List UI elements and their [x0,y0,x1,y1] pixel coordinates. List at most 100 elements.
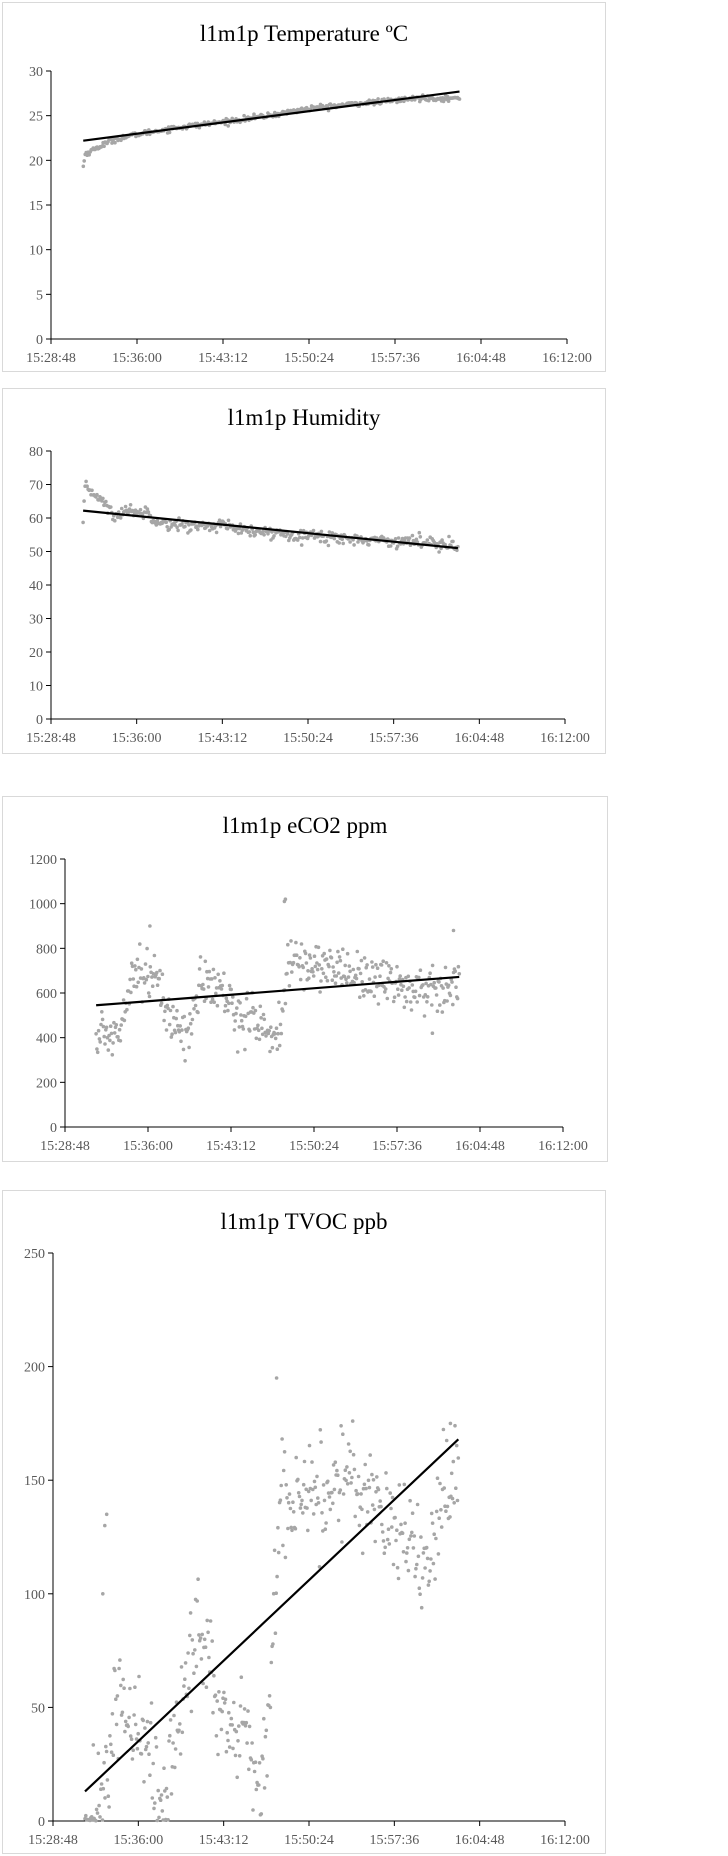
data-point [276,1031,280,1036]
data-point [359,958,364,963]
data-point [219,987,224,991]
data-point [336,971,341,975]
data-point [403,995,407,999]
data-point [451,1459,456,1464]
data-point [189,1709,194,1714]
data-point [427,1579,432,1584]
data-point [434,1509,439,1514]
data-point [379,1504,383,1509]
data-point [445,1504,450,1509]
data-point [173,1765,177,1770]
data-point [431,1561,436,1566]
data-point [287,1492,292,1496]
x-tick-label: 15:50:24 [283,731,333,746]
data-point [297,965,301,969]
data-point [418,1592,422,1596]
data-point [418,535,423,539]
data-point [381,959,386,963]
data-point [350,1475,354,1480]
data-point [268,1705,273,1710]
data-point [234,1011,238,1016]
data-point [375,966,380,970]
data-point [421,983,425,987]
data-point [251,530,255,535]
data-point [123,1729,127,1734]
data-point [183,1661,188,1665]
data-point [132,1713,136,1717]
data-point [101,496,105,501]
data-point [155,1818,160,1823]
x-tick-label: 15:28:48 [40,1139,90,1154]
data-point [85,484,89,488]
data-point [430,1521,435,1525]
data-point [450,1496,455,1501]
y-tick-label: 250 [24,1247,45,1262]
data-point [415,1562,419,1567]
data-point [311,970,315,974]
data-point [168,1718,173,1722]
data-point [218,979,222,983]
data-point [451,928,456,933]
data-point [343,1468,348,1472]
data-point [298,977,303,982]
data-point [393,1515,397,1520]
data-point [220,1709,224,1714]
data-point [236,531,241,536]
data-point [362,1482,367,1487]
data-point [127,507,132,511]
data-point [193,1648,197,1652]
data-point [168,1733,172,1738]
data-point [396,987,400,991]
data-point [451,1002,455,1007]
data-point [391,999,396,1004]
data-point [428,971,432,975]
data-point [356,540,360,544]
data-point [224,996,229,1000]
data-point [299,543,304,547]
data-point [353,973,358,978]
data-point [345,1482,350,1486]
data-point [396,536,401,540]
data-point [225,1730,229,1735]
data-point [257,1037,262,1042]
data-point [358,995,362,999]
data-point [284,1483,289,1487]
data-point [192,1007,196,1011]
data-point [357,1523,362,1528]
data-point [457,972,462,976]
data-point [162,1018,166,1023]
data-point [457,97,462,101]
data-point [441,1427,446,1432]
data-point [139,967,144,971]
data-point [454,1486,458,1490]
data-point [280,1437,284,1441]
data-point [148,965,153,969]
data-point [300,1498,304,1503]
data-point [397,977,402,981]
data-point [360,1551,365,1556]
data-point [324,957,329,961]
y-tick-label: 0 [36,713,43,728]
data-point [394,1538,398,1543]
data-point [258,1004,263,1009]
data-point [350,1419,355,1423]
data-point [329,955,334,960]
data-point [102,503,106,508]
data-point [94,1807,99,1812]
data-point [189,1032,194,1036]
scatter-series [81,93,462,169]
data-point [238,1704,243,1708]
data-point [370,960,374,964]
data-point [227,1745,232,1749]
data-point [454,1443,459,1448]
data-point [363,988,368,992]
data-point [215,1699,219,1703]
data-point [179,1665,184,1669]
data-point [202,120,207,124]
data-point [313,964,318,969]
data-point [324,539,329,543]
data-point [210,977,214,981]
data-point [108,1038,112,1043]
data-point [238,1001,242,1005]
data-point [110,1053,115,1057]
